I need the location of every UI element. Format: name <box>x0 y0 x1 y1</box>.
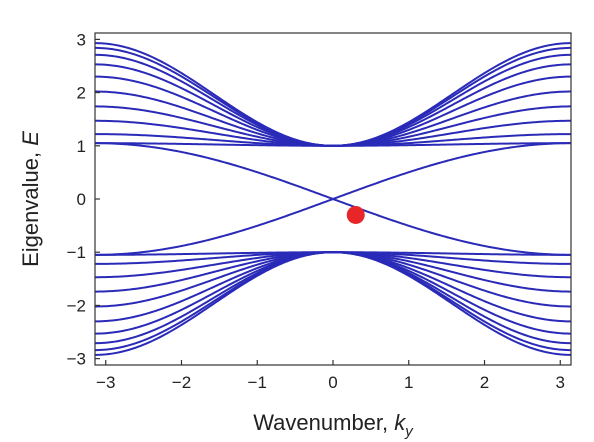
x-tick-label: 3 <box>556 373 565 392</box>
y-axis-label-var: E <box>18 131 43 146</box>
x-tick-label: −1 <box>248 373 267 392</box>
lower-bulk-band-3 <box>95 251 571 279</box>
lower-bulk-band-9 <box>95 251 571 352</box>
x-axis-title: Wavenumber, ky <box>253 410 414 440</box>
highlight-marker <box>346 205 365 224</box>
y-tick-label: −1 <box>67 243 86 262</box>
x-tick-label: −3 <box>96 373 115 392</box>
x-axis-label-text: Wavenumber, <box>253 410 394 435</box>
y-tick-label: 3 <box>77 30 86 49</box>
lower-bulk-band-5 <box>95 251 571 308</box>
y-tick-label: −2 <box>67 296 86 315</box>
lower-bulk-band-10 <box>95 251 571 356</box>
x-tick-label: 0 <box>328 373 337 392</box>
lower-bulk-band-7 <box>95 251 571 335</box>
upper-bulk-band-7 <box>95 63 571 147</box>
y-axis-ticks: −3 −2 −1 0 1 2 3 <box>67 30 100 369</box>
y-tick-label: 0 <box>77 190 86 209</box>
upper-bulk-band-3 <box>95 119 571 147</box>
x-tick-label: 1 <box>404 373 413 392</box>
x-axis-ticks: −3 −2 −1 0 1 2 3 <box>96 360 565 392</box>
y-tick-label: 1 <box>77 137 86 156</box>
upper-bulk-band-10 <box>95 42 571 147</box>
y-axis-title: Eigenvalue, E <box>18 131 43 267</box>
x-axis-label-var: k <box>394 410 406 435</box>
edge-state-ascending <box>95 142 571 256</box>
upper-bulk-band-6 <box>95 75 571 147</box>
lower-bulk-band-6 <box>95 251 571 323</box>
marker-layer <box>346 205 365 224</box>
band-lines <box>95 42 571 356</box>
y-axis-label-text: Eigenvalue, <box>18 146 43 267</box>
upper-bulk-band-9 <box>95 46 571 147</box>
x-tick-label: 2 <box>480 373 489 392</box>
y-tick-label: 2 <box>77 84 86 103</box>
x-axis-label-sub: y <box>404 423 414 440</box>
upper-bulk-band-5 <box>95 90 571 147</box>
y-tick-label: −3 <box>67 350 86 369</box>
x-tick-label: −2 <box>172 373 191 392</box>
